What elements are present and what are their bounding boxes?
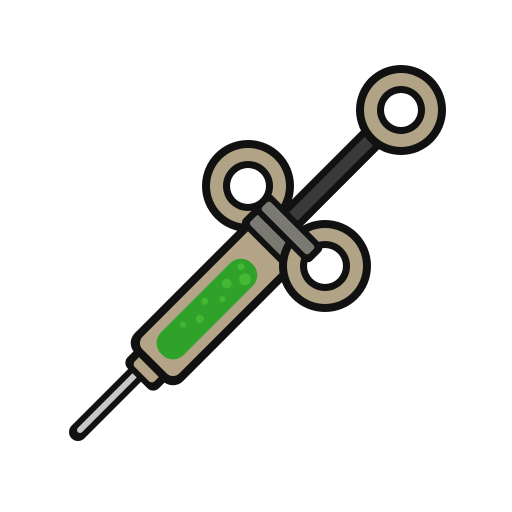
thumb-ring (356, 65, 446, 155)
liquid (156, 258, 258, 360)
needle (69, 361, 149, 441)
collar (253, 193, 323, 263)
